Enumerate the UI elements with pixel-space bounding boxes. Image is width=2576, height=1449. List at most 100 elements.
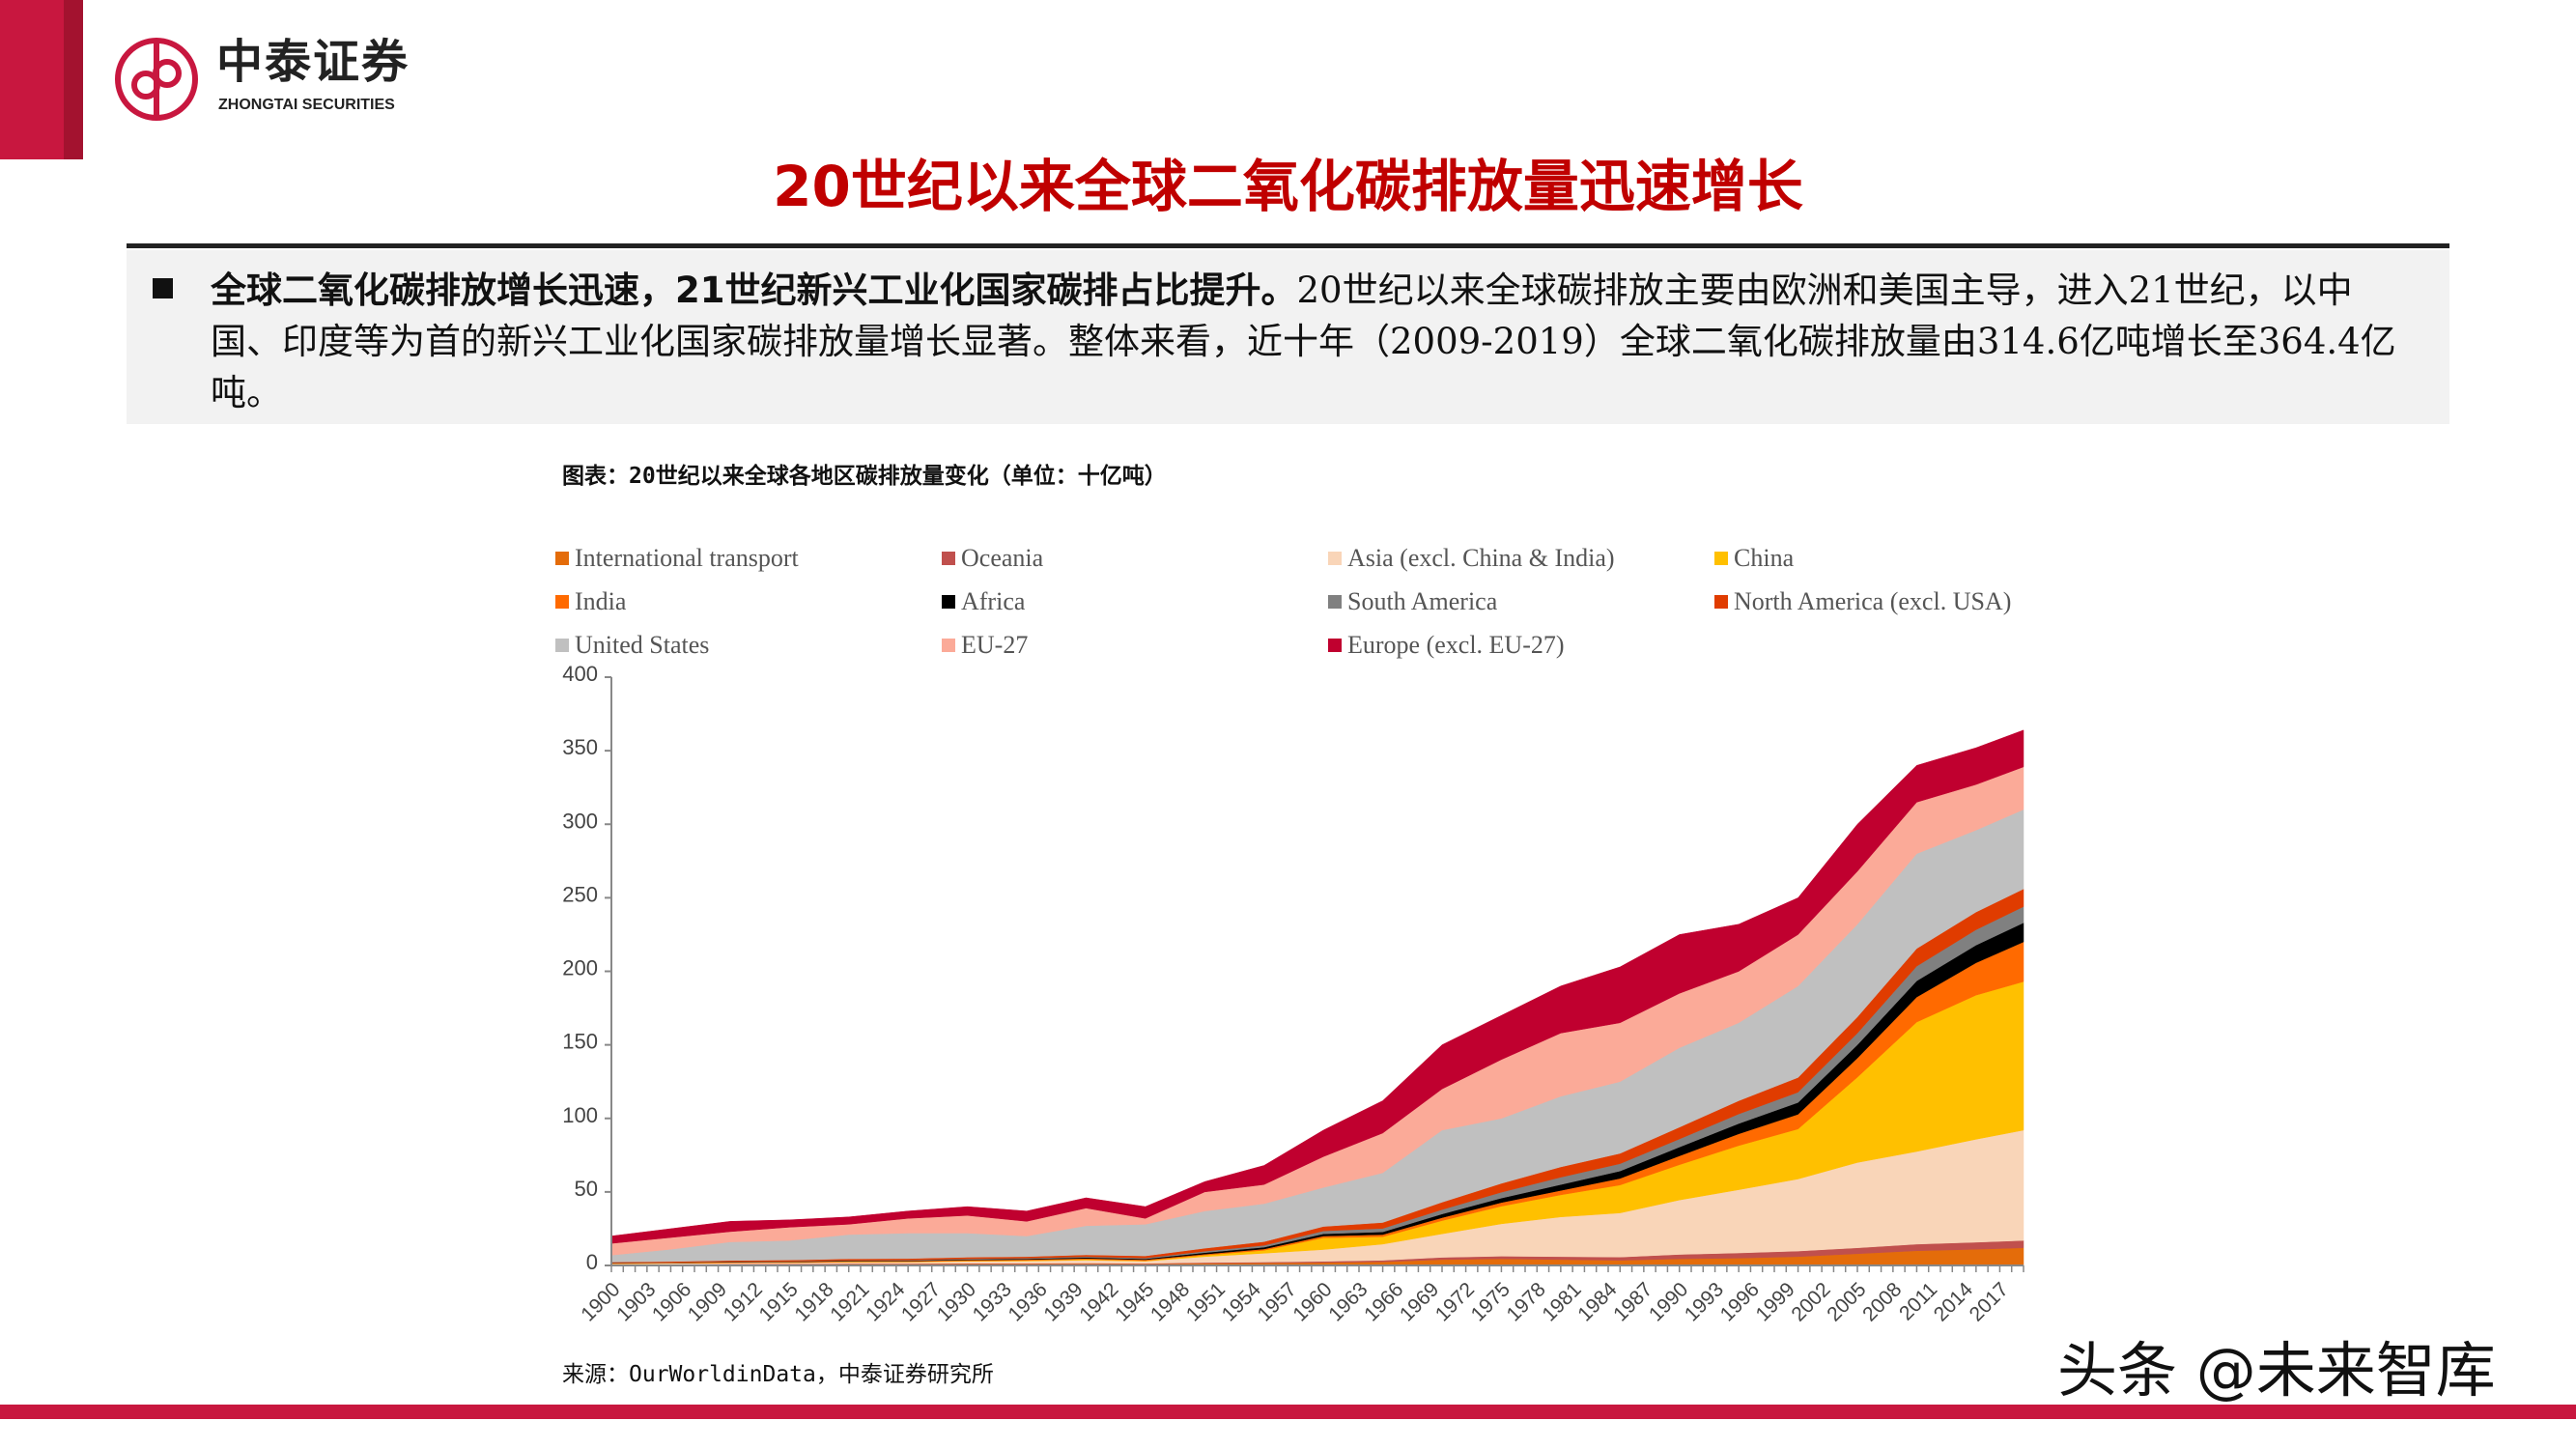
legend-swatch (555, 639, 569, 652)
x-tick-label: 1903 (612, 1278, 660, 1325)
y-tick-label: 0 (586, 1250, 598, 1274)
y-tick-label: 50 (575, 1177, 598, 1201)
legend-item: International transport (555, 543, 799, 574)
x-tick-label: 1957 (1254, 1278, 1301, 1325)
x-tick-label: 1963 (1324, 1278, 1372, 1325)
legend-label: North America (excl. USA) (1734, 587, 2012, 615)
x-tick-label: 1921 (826, 1278, 873, 1325)
legend-label: South America (1347, 587, 1498, 615)
legend-label: Africa (961, 587, 1026, 615)
title-divider (127, 243, 2449, 248)
y-tick-label: 200 (562, 956, 598, 980)
x-tick-label: 1972 (1431, 1278, 1479, 1325)
x-tick-label: 1951 (1182, 1278, 1230, 1325)
x-tick-label: 1981 (1538, 1278, 1585, 1325)
x-tick-label: 1969 (1396, 1278, 1443, 1325)
legend-swatch (555, 552, 569, 565)
x-tick-label: 1984 (1573, 1278, 1622, 1326)
x-tick-label: 1990 (1645, 1278, 1692, 1325)
legend-swatch (1714, 595, 1728, 609)
bullet-square-icon (153, 278, 173, 298)
x-tick-label: 1918 (790, 1278, 837, 1325)
legend-swatch (1328, 552, 1342, 565)
legend-swatch (1328, 595, 1342, 609)
x-tick-label: 1966 (1360, 1278, 1407, 1325)
x-tick-label: 1933 (969, 1278, 1016, 1325)
x-tick-label: 1945 (1111, 1278, 1158, 1325)
x-tick-label: 2002 (1787, 1278, 1834, 1325)
legend-item: Europe (excl. EU-27) (1328, 630, 1565, 661)
legend-item: Asia (excl. China & India) (1328, 543, 1615, 574)
x-tick-label: 1936 (1005, 1278, 1052, 1325)
y-tick-label: 300 (562, 809, 598, 833)
y-tick-label: 400 (562, 662, 598, 686)
x-tick-label: 1948 (1146, 1278, 1194, 1325)
legend-swatch (1714, 552, 1728, 565)
legend-swatch (942, 639, 955, 652)
legend-item: China (1714, 543, 1794, 574)
legend-item: EU-27 (942, 630, 1028, 661)
legend-label: Asia (excl. China & India) (1347, 544, 1615, 572)
x-tick-label: 1939 (1039, 1278, 1087, 1325)
x-tick-label: 1999 (1752, 1278, 1799, 1325)
legend-item: United States (555, 630, 709, 661)
legend-item: South America (1328, 586, 1497, 617)
legend-label: EU-27 (961, 631, 1029, 659)
x-tick-label: 1915 (755, 1278, 803, 1325)
x-tick-label: 1927 (897, 1278, 945, 1325)
summary-paragraph: 全球二氧化碳排放增长迅速，21世纪新兴工业化国家碳排占比提升。20世纪以来全球碳… (211, 265, 2422, 418)
x-tick-label: 1996 (1716, 1278, 1764, 1325)
legend-swatch (555, 595, 569, 609)
x-tick-label: 1954 (1218, 1278, 1266, 1326)
x-tick-label: 1930 (933, 1278, 980, 1325)
x-tick-label: 1987 (1609, 1278, 1656, 1325)
y-tick-label: 250 (562, 882, 598, 906)
figure-title: 图表：20世纪以来全球各地区碳排放量变化（单位：十亿吨） (562, 464, 1167, 489)
legend-label: India (575, 587, 627, 615)
x-tick-label: 1906 (648, 1278, 695, 1325)
zhongtai-logo-icon (115, 38, 198, 121)
legend-item: Africa (942, 586, 1025, 617)
x-tick-label: 1978 (1503, 1278, 1550, 1325)
x-tick-label: 1900 (577, 1278, 624, 1325)
summary-box (127, 250, 2449, 424)
brand-bar-shade (64, 0, 83, 159)
area-europe-excl-eu-27- (610, 729, 2024, 1244)
summary-text: 20世纪以来全球碳排放主要由欧洲和美国主导，进入21世纪，以中国、印度等为首的新… (211, 270, 2396, 413)
x-tick-label: 2008 (1858, 1278, 1906, 1325)
x-tick-label: 2005 (1823, 1278, 1870, 1325)
stacked-area-chart: 0 50 100 150 200 250 300 350 400 1900190319061909… (562, 662, 2024, 1326)
legend-swatch (1328, 639, 1342, 652)
bottom-bar (0, 1405, 2576, 1419)
legend-label: Oceania (961, 544, 1044, 572)
x-tick-label: 2011 (1895, 1278, 1941, 1324)
y-tick-label: 350 (562, 735, 598, 759)
legend-item: North America (excl. USA) (1714, 586, 2011, 617)
x-tick-label: 2014 (1930, 1278, 1978, 1326)
legend-label: China (1734, 544, 1795, 572)
legend-label: International transport (575, 544, 799, 572)
logo-text-cn: 中泰证券 (216, 35, 410, 89)
legend-swatch (942, 595, 955, 609)
x-tick-label: 1975 (1467, 1278, 1514, 1325)
legend-label: Europe (excl. EU-27) (1347, 631, 1565, 659)
source-note: 来源：OurWorldinData，中泰证券研究所 (562, 1362, 994, 1387)
brand-bar (0, 0, 64, 159)
watermark: 头条 @未来智库 (2056, 1335, 2497, 1406)
x-tick-label: 2017 (1966, 1278, 2013, 1325)
x-tick-label: 1960 (1288, 1278, 1336, 1325)
x-tick-label: 1942 (1075, 1278, 1122, 1325)
legend-label: United States (575, 631, 710, 659)
page-title: 20世纪以来全球二氧化碳排放量迅速增长 (773, 154, 1803, 219)
legend-item: Oceania (942, 543, 1043, 574)
y-tick-label: 100 (562, 1103, 598, 1127)
legend-item: India (555, 586, 626, 617)
x-tick-label: 1912 (720, 1278, 767, 1325)
x-tick-label: 1993 (1681, 1278, 1728, 1325)
summary-bold: 全球二氧化碳排放增长迅速，21世纪新兴工业化国家碳排占比提升。 (211, 270, 1297, 311)
x-tick-label: 1924 (862, 1278, 910, 1326)
x-tick-label: 1909 (684, 1278, 731, 1325)
y-tick-label: 150 (562, 1030, 598, 1054)
logo-text-en: ZHONGTAI SECURITIES (218, 97, 395, 113)
legend-swatch (942, 552, 955, 565)
